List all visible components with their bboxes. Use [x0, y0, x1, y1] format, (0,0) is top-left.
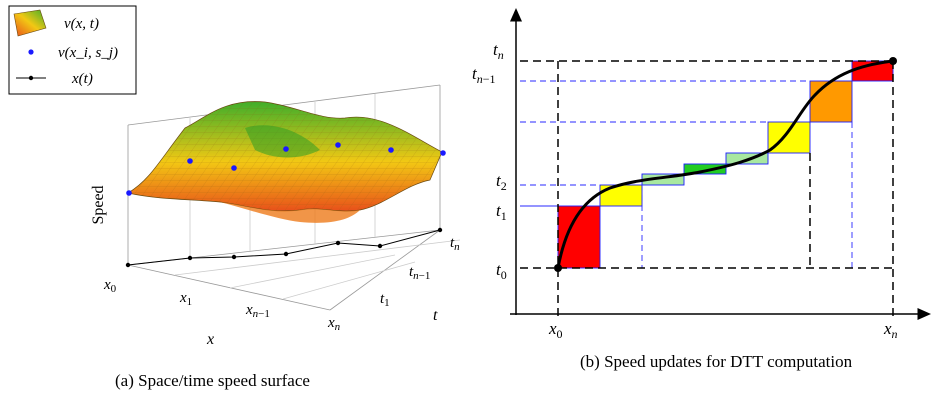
black-guides — [520, 60, 894, 318]
t-tick-tn: tn — [450, 235, 460, 253]
sample-point — [440, 150, 446, 156]
trajectory-end-point — [889, 57, 897, 65]
trajectory-start-point — [554, 264, 562, 272]
caption-b: (b) Speed updates for DTT computation — [580, 352, 853, 371]
speed-surface — [127, 101, 443, 223]
sample-point — [187, 158, 193, 164]
y-tick-t2: t2 — [496, 171, 507, 193]
t-tick-tn-1: tn−1 — [409, 264, 430, 282]
speed-update-blocks — [557, 60, 894, 269]
blue-guides — [520, 80, 853, 268]
y-tick-tn: tn — [493, 40, 504, 62]
sample-point — [388, 147, 394, 153]
legend-line-marker — [28, 75, 34, 81]
legend: v(x, t) v(x_i, s_j) x(t) — [8, 5, 137, 95]
legend-surface-label: v(x, t) — [64, 16, 99, 32]
legend-points-label: v(x_i, s_j) — [58, 45, 118, 61]
y-tick-tn-1: tn−1 — [472, 64, 496, 86]
axis-t-label: t — [433, 307, 438, 324]
legend-line-label: x(t) — [71, 71, 93, 87]
y-tick-t1: t1 — [496, 201, 507, 223]
sample-point — [231, 165, 237, 171]
x-tick-x0: x0 — [103, 277, 117, 295]
caption-a: (a) Space/time speed surface — [115, 371, 310, 390]
legend-surface-swatch — [13, 9, 47, 37]
panel-b-speed-updates: t0 t1 t2 tn−1 tn x0 xn (b) Speed updates… — [472, 8, 931, 371]
axis-x-label: x — [206, 331, 214, 348]
sample-points — [126, 142, 446, 196]
x-tick-xn-1: xn−1 — [245, 302, 270, 320]
panel-a-speed-surface: Speed x0 x1 xn−1 xn x t1 tn−1 tn t v(x, … — [8, 5, 460, 390]
x-tick-x1: x1 — [179, 290, 192, 308]
sample-point — [126, 190, 132, 196]
update-block — [809, 80, 853, 123]
sample-point — [335, 142, 341, 148]
axis-z-label: Speed — [90, 185, 107, 224]
legend-points-marker — [28, 49, 34, 55]
trajectory-curve — [556, 59, 894, 269]
x-tick-x0-b: x0 — [548, 319, 563, 341]
x-tick-xn: xn — [327, 315, 341, 333]
trajectory-line — [125, 227, 443, 268]
sample-point — [283, 146, 289, 152]
t-tick-t1: t1 — [380, 291, 390, 309]
y-tick-t0: t0 — [496, 260, 507, 282]
update-block — [683, 163, 727, 175]
x-tick-xn-b: xn — [883, 319, 898, 341]
